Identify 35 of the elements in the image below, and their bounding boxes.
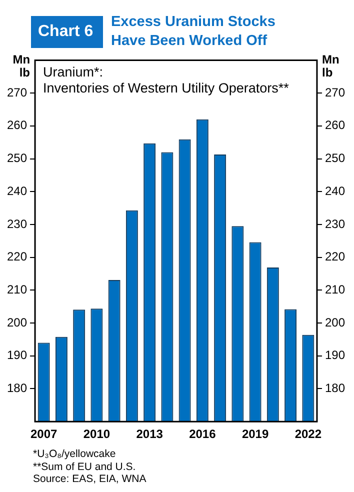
y2-tick-label: 230 [324, 216, 346, 231]
y2-tick-label: 250 [324, 151, 346, 166]
y2-tick-label: 240 [324, 184, 346, 198]
x-tick-label: 2016 [189, 427, 216, 442]
chart-title: Excess Uranium Stocks Have Been Worked Off [111, 13, 276, 51]
annotation: Inventories of Western Utility Operators** [43, 80, 290, 96]
y-tick-label: 210 [6, 282, 28, 296]
y2-tick-label: 260 [324, 118, 346, 132]
annotation: Uranium*: [43, 64, 104, 80]
source-note: Source: EAS, EIA, WNA [33, 473, 148, 486]
y-axis-title: Mn lb [12, 52, 30, 80]
y2-tick-label: 220 [324, 250, 346, 264]
x-tick-label: 2007 [30, 427, 58, 442]
y2-tick-label: 200 [324, 315, 346, 330]
y-tick-label: 270 [6, 85, 28, 100]
y-tick-label: 180 [6, 381, 28, 396]
text: **Sum of EU and U.S. [33, 460, 137, 473]
y-tick-label: 260 [6, 118, 28, 132]
y-tick-label: 230 [6, 216, 28, 231]
y2-tick-label: 190 [324, 348, 346, 362]
y2-tick-label: 210 [324, 282, 346, 296]
y-tick-label: 200 [6, 315, 28, 330]
y-tick-label: 250 [6, 151, 28, 166]
y-tick-label: 240 [6, 184, 28, 198]
x-tick-label: 2019 [242, 427, 269, 442]
y2-tick-label: 270 [324, 85, 346, 100]
text: *U₃O₈/yellowcake [33, 448, 117, 460]
chart-subtitle: Chart 6 [31, 16, 103, 48]
y2-axis-title: Mn lb [322, 52, 340, 80]
y-tick-label: 220 [6, 250, 28, 264]
y2-tick-label: 180 [324, 381, 346, 396]
x-tick-label: 2022 [294, 427, 322, 442]
x-tick-label: 2010 [83, 427, 110, 442]
y-tick-label: 190 [6, 348, 28, 362]
x-tick-label: 2013 [136, 427, 164, 442]
